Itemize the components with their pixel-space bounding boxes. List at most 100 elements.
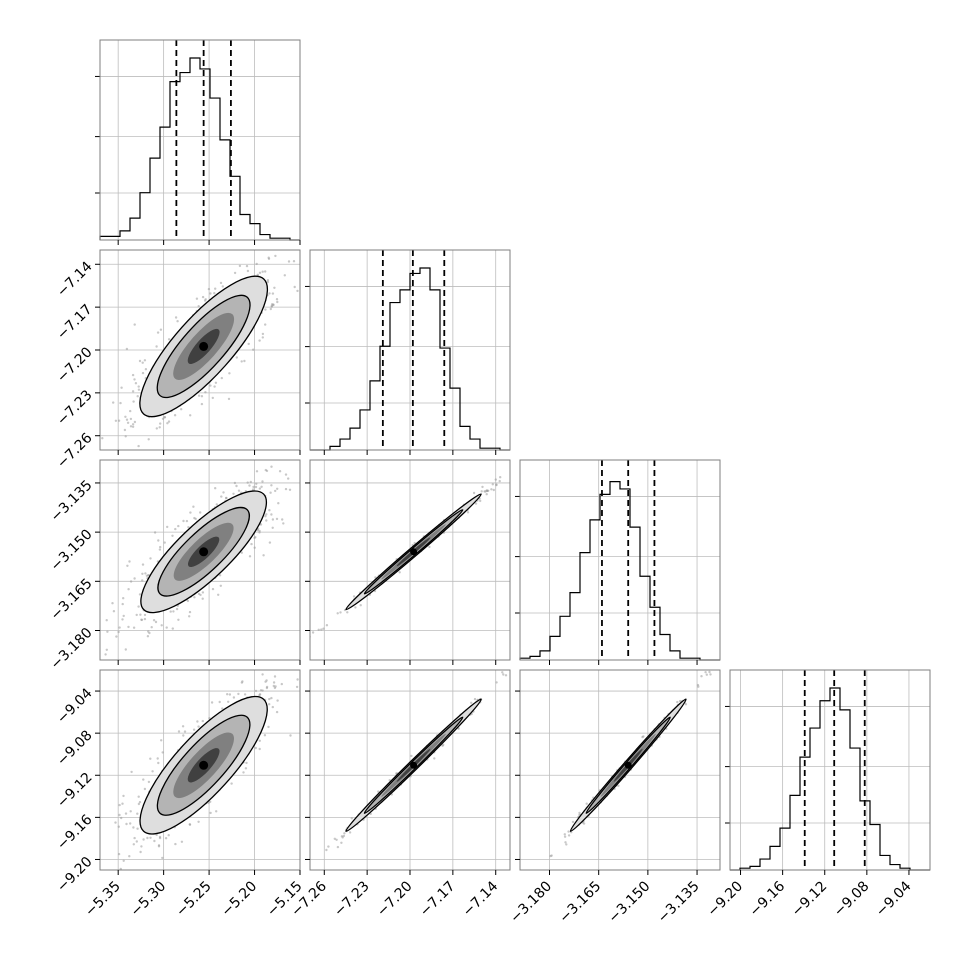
sample-point bbox=[272, 681, 276, 684]
sample-point bbox=[172, 610, 175, 613]
sample-point bbox=[254, 485, 258, 489]
sample-point bbox=[226, 693, 229, 696]
sample-point bbox=[142, 838, 145, 841]
sample-point bbox=[498, 479, 501, 483]
sample-point bbox=[193, 516, 196, 520]
sample-point bbox=[474, 502, 478, 505]
sample-point bbox=[129, 810, 132, 813]
histogram-1 bbox=[310, 267, 510, 451]
sample-point bbox=[136, 395, 139, 398]
sample-point bbox=[182, 734, 185, 737]
sample-point bbox=[178, 877, 180, 879]
sample-point bbox=[704, 671, 707, 674]
sample-point bbox=[133, 577, 136, 580]
sample-point bbox=[225, 496, 228, 500]
sample-point bbox=[119, 401, 122, 405]
sample-point bbox=[242, 771, 245, 774]
axes-frame bbox=[519, 669, 721, 871]
sample-point bbox=[526, 453, 528, 455]
sample-point bbox=[261, 673, 264, 676]
sample-point bbox=[271, 526, 274, 529]
sample-point bbox=[512, 464, 514, 466]
density-peak bbox=[410, 761, 418, 769]
sample-point bbox=[174, 316, 178, 319]
sample-point bbox=[117, 825, 120, 828]
x-tick-label: −3.165 bbox=[556, 878, 604, 926]
sample-point bbox=[567, 830, 570, 833]
sample-point bbox=[204, 391, 207, 394]
sample-point bbox=[201, 597, 204, 600]
y-tick-label: −9.08 bbox=[54, 728, 96, 770]
sample-point bbox=[243, 359, 246, 363]
sample-point bbox=[245, 761, 248, 765]
sample-point bbox=[271, 219, 273, 221]
sample-point bbox=[120, 816, 123, 820]
sample-point bbox=[335, 838, 338, 841]
sample-point bbox=[354, 606, 357, 609]
sample-point bbox=[261, 270, 264, 273]
sample-point bbox=[197, 820, 200, 823]
x-tick-label: −9.08 bbox=[831, 878, 873, 920]
sample-point bbox=[126, 564, 129, 567]
sample-point bbox=[197, 305, 200, 308]
sample-point bbox=[247, 342, 250, 346]
sample-point bbox=[261, 336, 264, 339]
sample-point bbox=[221, 707, 224, 710]
sample-point bbox=[578, 811, 581, 815]
sample-point bbox=[274, 254, 277, 258]
sample-point bbox=[641, 735, 644, 739]
sample-point bbox=[201, 591, 205, 594]
sample-point bbox=[705, 673, 708, 676]
x-tick-label: −7.14 bbox=[460, 878, 502, 920]
sample-point bbox=[504, 674, 508, 677]
y-tick-label: −3.180 bbox=[48, 625, 96, 673]
sample-point bbox=[495, 483, 498, 486]
sample-point bbox=[195, 297, 199, 300]
sample-point bbox=[269, 491, 272, 494]
sample-point bbox=[276, 699, 279, 702]
sample-point bbox=[197, 394, 201, 397]
sample-point bbox=[270, 465, 273, 468]
sample-point bbox=[473, 697, 477, 701]
sample-point bbox=[268, 703, 271, 706]
sample-point bbox=[249, 651, 251, 653]
sample-point bbox=[311, 631, 315, 634]
panel-3-0: −5.35 −5.30 −5.25 −5.20 −5.15−9.20−9.16−9.12… bbox=[54, 651, 306, 920]
sample-point bbox=[264, 308, 267, 311]
sample-point bbox=[499, 476, 502, 479]
sample-point bbox=[142, 778, 145, 781]
y-tick-label: −9.16 bbox=[54, 812, 96, 854]
axes-frame bbox=[99, 669, 301, 871]
sample-point bbox=[253, 546, 256, 549]
sample-point bbox=[183, 730, 187, 733]
sample-point bbox=[174, 842, 177, 846]
sample-point bbox=[209, 292, 212, 295]
sample-point bbox=[106, 630, 109, 633]
sample-point bbox=[147, 780, 151, 784]
sample-point bbox=[124, 812, 128, 815]
sample-point bbox=[128, 560, 131, 563]
sample-point bbox=[143, 617, 147, 621]
sample-point bbox=[479, 499, 482, 503]
sample-point bbox=[218, 700, 221, 704]
sample-point bbox=[428, 545, 431, 549]
sample-point bbox=[163, 541, 166, 544]
sample-point bbox=[246, 481, 249, 484]
sample-point bbox=[180, 408, 183, 411]
y-tick-label: −7.14 bbox=[54, 259, 96, 301]
sample-point bbox=[532, 876, 534, 878]
sample-point bbox=[228, 372, 231, 375]
sample-point bbox=[143, 359, 147, 362]
sample-point bbox=[264, 323, 267, 326]
sample-point bbox=[201, 295, 205, 299]
sample-point bbox=[230, 782, 233, 785]
sample-point bbox=[676, 700, 679, 704]
sample-point bbox=[243, 693, 247, 696]
sample-point bbox=[117, 852, 121, 856]
x-tick-label: −5.20 bbox=[219, 878, 261, 920]
sample-point bbox=[153, 531, 157, 534]
sample-point bbox=[711, 667, 713, 669]
sample-point bbox=[138, 593, 142, 596]
sample-point bbox=[165, 626, 168, 629]
sample-point bbox=[149, 836, 152, 839]
